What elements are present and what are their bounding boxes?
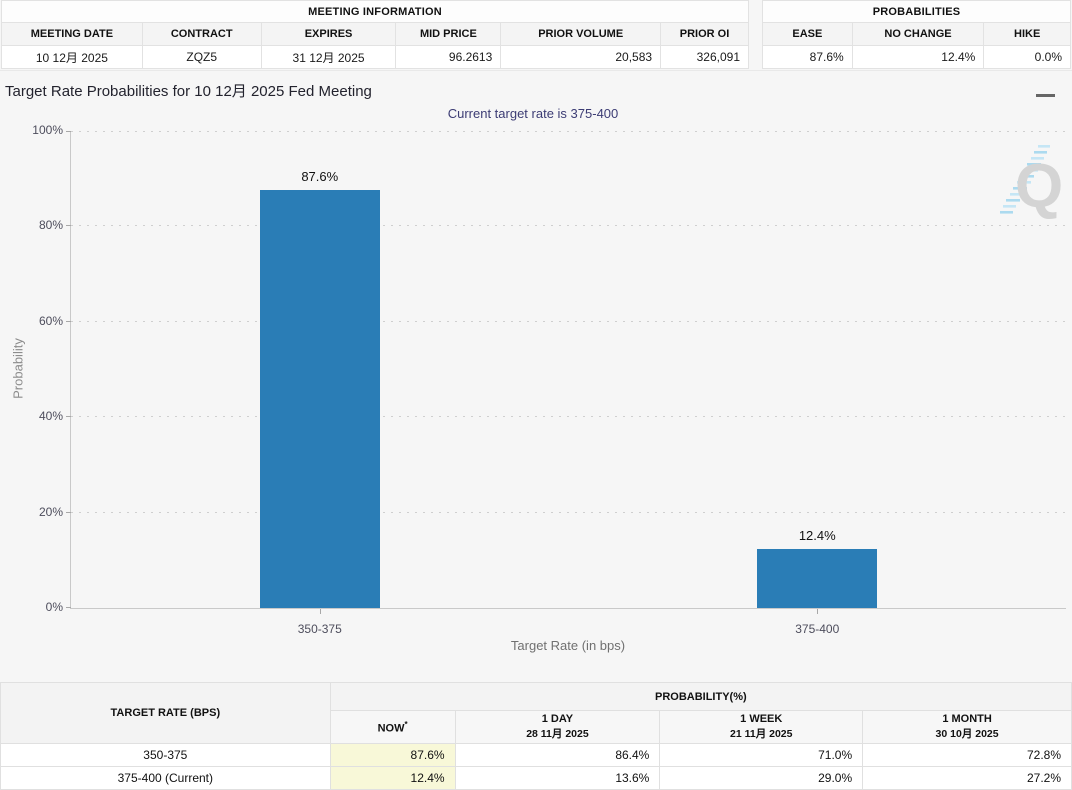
bar-value-label: 12.4% xyxy=(798,527,836,543)
prior-volume-header: PRIOR VOLUME xyxy=(500,22,662,46)
one-week-column-header: 1 WEEK 21 11月 2025 xyxy=(659,710,864,744)
probabilities-title: PROBABILITIES xyxy=(762,0,1071,23)
x-tick-label-350-375: 350-375 xyxy=(297,622,342,636)
gridline-20 xyxy=(71,511,1066,513)
meeting-information-title: MEETING INFORMATION xyxy=(1,0,749,23)
y-tick xyxy=(66,607,71,608)
bar-350-375[interactable]: 87.6% xyxy=(259,169,380,608)
bar-375-400[interactable]: 12.4% xyxy=(757,528,878,608)
probabilities-row: 87.6% 12.4% 0.0% xyxy=(762,45,1071,69)
now-probability-cell: 12.4% xyxy=(329,766,456,790)
meeting-date-value: 10 12月 2025 xyxy=(1,45,143,69)
one-month-column-header: 1 MONTH 30 10月 2025 xyxy=(862,710,1072,744)
y-tick xyxy=(66,225,71,227)
x-tick xyxy=(319,609,321,614)
y-tick xyxy=(66,511,71,513)
one-week-probability-cell: 71.0% xyxy=(659,743,864,767)
one-day-column-header: 1 DAY 28 11月 2025 xyxy=(454,710,661,744)
chart-subtitle: Current target rate is 375-400 xyxy=(447,106,619,121)
target-rate-bps-header: TARGET RATE (BPS) xyxy=(0,682,331,744)
probabilities-summary-table: PROBABILITIES EASE NO CHANGE HIKE 87.6% … xyxy=(762,0,1071,69)
now-label: NOW xyxy=(377,722,405,735)
target-rate-chart: Target Rate Probabilities for 10 12月 202… xyxy=(0,70,1072,682)
table-row-375-400-current: 375-400 (Current) 12.4% 13.6% 29.0% 27.2… xyxy=(0,766,1072,790)
y-tick xyxy=(66,320,71,322)
one-week-probability-cell: 29.0% xyxy=(659,766,864,790)
probability-group-header: PROBABILITY(%) xyxy=(329,682,1072,711)
one-month-probability-cell: 72.8% xyxy=(862,743,1072,767)
y-tick-label-80: 80% xyxy=(38,218,63,233)
y-tick-label-0: 0% xyxy=(45,600,63,614)
y-tick xyxy=(66,416,71,418)
plot-area: 0% 20% 40% 60% 80% 100% 87.6% 12.4% 350-… xyxy=(32,123,1066,636)
expires-header: EXPIRES xyxy=(260,22,397,46)
x-tick xyxy=(817,609,819,614)
expires-value: 31 12月 2025 xyxy=(260,45,397,69)
gridline-40 xyxy=(71,416,1066,418)
menu-bar xyxy=(1036,93,1055,97)
target-rate-cell: 375-400 (Current) xyxy=(0,766,331,790)
meeting-date-header: MEETING DATE xyxy=(1,22,143,46)
hike-value: 0.0% xyxy=(983,45,1071,69)
gridline-100 xyxy=(71,131,1066,132)
one-day-probability-cell: 13.6% xyxy=(454,766,661,790)
x-tick-label-375-400: 375-400 xyxy=(795,622,840,636)
y-tick-label-100: 100% xyxy=(32,123,63,137)
now-asterisk: * xyxy=(404,719,408,729)
contract-header: CONTRACT xyxy=(141,22,262,46)
prior-volume-value: 20,583 xyxy=(500,45,662,69)
one-month-probability-cell: 27.2% xyxy=(862,766,1072,790)
meeting-information-table: MEETING INFORMATION MEETING DATE CONTRAC… xyxy=(1,0,749,69)
y-tick xyxy=(66,131,71,132)
bar-value-label: 87.6% xyxy=(301,169,339,185)
bar-group-350-375: 87.6% xyxy=(259,131,380,608)
bar-group-375-400: 12.4% xyxy=(757,131,878,608)
probability-history-table: TARGET RATE (BPS) PROBABILITY(%) NOW* 1 … xyxy=(0,682,1072,790)
ease-header: EASE xyxy=(762,22,853,46)
one-month-label: 1 MONTH xyxy=(942,713,992,725)
chart-menu-icon[interactable] xyxy=(1036,85,1055,99)
mid-price-value: 96.2613 xyxy=(395,45,502,69)
meeting-information-row: 10 12月 2025 ZQZ5 31 12月 2025 96.2613 20,… xyxy=(1,45,749,69)
gridline-80 xyxy=(71,225,1066,227)
one-week-date: 21 11月 2025 xyxy=(730,728,793,740)
y-tick-label-60: 60% xyxy=(38,313,63,328)
y-tick-label-20: 20% xyxy=(38,504,63,519)
table-row-350-375: 350-375 87.6% 86.4% 71.0% 72.8% xyxy=(0,743,1072,767)
ease-value: 87.6% xyxy=(762,45,853,69)
now-column-header: NOW* xyxy=(329,710,456,744)
one-month-date: 30 10月 2025 xyxy=(935,728,999,740)
no-change-value: 12.4% xyxy=(851,45,985,69)
hike-header: HIKE xyxy=(983,22,1071,46)
one-day-probability-cell: 86.4% xyxy=(454,743,661,767)
gridline-60 xyxy=(71,320,1066,322)
now-probability-cell: 87.6% xyxy=(329,743,456,767)
contract-value: ZQZ5 xyxy=(141,45,262,69)
one-day-label: 1 DAY xyxy=(541,713,574,725)
y-axis-title: Probability xyxy=(10,338,26,399)
no-change-header: NO CHANGE xyxy=(851,22,985,46)
target-rate-cell: 350-375 xyxy=(0,743,331,767)
one-week-label: 1 WEEK xyxy=(740,713,783,725)
chart-title: Target Rate Probabilities for 10 12月 202… xyxy=(5,83,372,100)
y-tick-label-40: 40% xyxy=(38,409,63,424)
prior-oi-header: PRIOR OI xyxy=(660,22,749,46)
one-day-date: 28 11月 2025 xyxy=(526,728,589,740)
mid-price-header: MID PRICE xyxy=(395,22,502,46)
x-axis-title: Target Rate (in bps) xyxy=(510,638,626,653)
prior-oi-value: 326,091 xyxy=(660,45,749,69)
